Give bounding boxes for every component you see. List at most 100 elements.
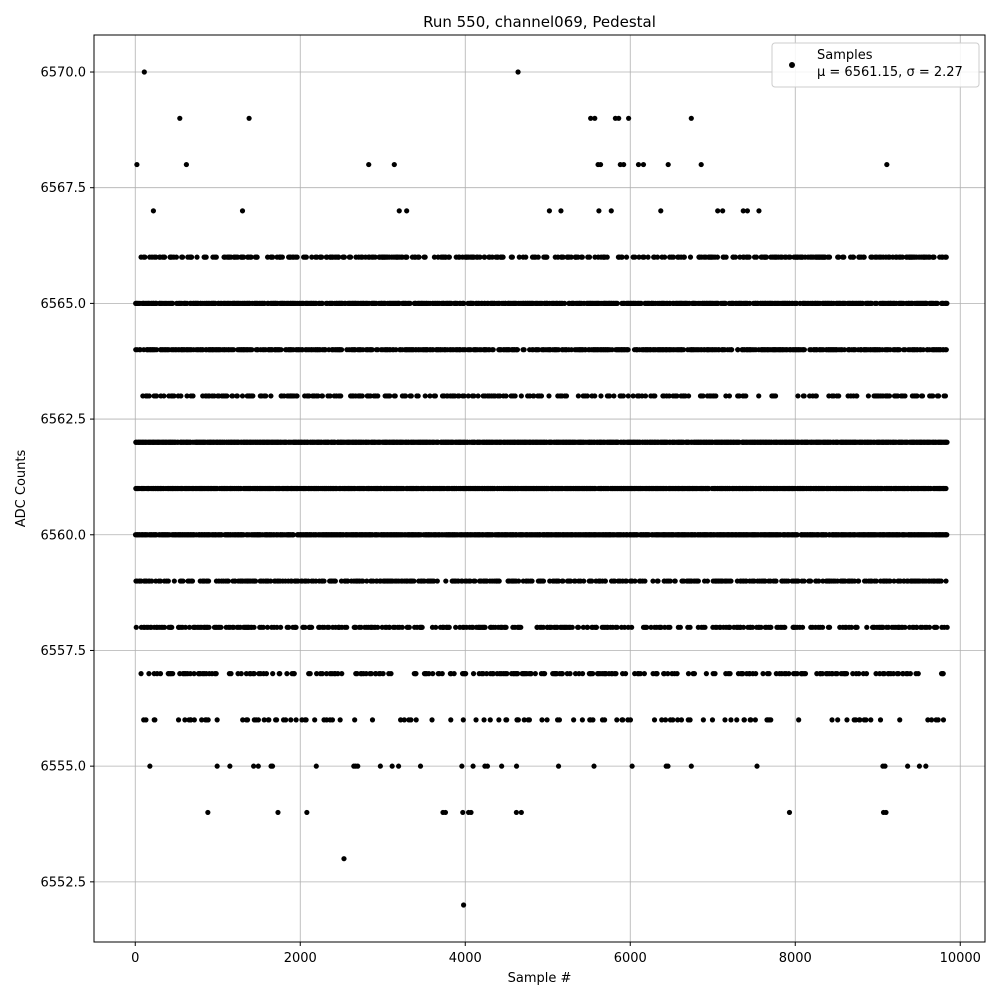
sample-point <box>326 624 332 630</box>
sample-point <box>539 717 545 723</box>
sample-point <box>652 393 658 399</box>
sample-point <box>642 578 648 584</box>
sample-point <box>795 393 801 399</box>
sample-point <box>465 393 471 399</box>
sample-point <box>171 578 177 584</box>
sample-point <box>274 624 280 630</box>
sample-point <box>702 624 708 630</box>
sample-point <box>354 671 360 677</box>
sample-point <box>224 393 230 399</box>
sample-point <box>535 254 541 260</box>
sample-point <box>503 393 509 399</box>
sample-point <box>490 347 496 353</box>
sample-point <box>279 254 285 260</box>
sample-point <box>180 578 186 584</box>
sample-point <box>581 578 587 584</box>
sample-point <box>826 254 833 260</box>
sample-point <box>665 763 671 769</box>
sample-point <box>714 254 721 260</box>
sample-point <box>413 717 419 723</box>
sample-point <box>813 393 819 399</box>
sample-point <box>319 254 325 260</box>
sample-point <box>404 254 410 260</box>
sample-point <box>319 671 325 677</box>
sample-point <box>427 393 433 399</box>
sample-point <box>203 254 209 260</box>
sample-point <box>625 347 631 353</box>
sample-point <box>341 254 348 260</box>
sample-point <box>327 393 333 399</box>
sample-point <box>584 393 590 399</box>
sample-point <box>567 671 573 677</box>
sample-point <box>504 717 510 723</box>
sample-point <box>460 717 466 723</box>
sample-point <box>864 624 870 630</box>
sample-point <box>497 393 503 399</box>
sample-point <box>619 254 625 260</box>
sample-point <box>389 763 395 769</box>
sample-point <box>146 393 152 399</box>
sample-point <box>147 763 153 769</box>
sample-point <box>662 717 669 723</box>
sample-point <box>819 624 826 630</box>
sample-point <box>712 671 718 677</box>
sample-point <box>768 624 774 630</box>
sample-point <box>194 254 200 260</box>
sample-point <box>687 624 693 630</box>
sample-point <box>854 393 860 399</box>
sample-point <box>544 254 550 260</box>
sample-point <box>555 763 562 769</box>
sample-point <box>538 393 545 399</box>
sample-point <box>399 624 405 630</box>
sample-point <box>293 717 299 723</box>
sample-point <box>723 254 729 260</box>
sample-point <box>278 347 284 353</box>
sample-point <box>695 578 701 584</box>
sample-point <box>339 671 345 677</box>
sample-point <box>592 393 598 399</box>
sample-point <box>521 347 527 353</box>
sample-point <box>728 578 734 584</box>
sample-point <box>611 393 617 399</box>
sample-point <box>255 717 261 723</box>
sample-point <box>741 717 747 723</box>
sample-point <box>746 254 752 260</box>
sample-point <box>395 763 402 769</box>
sample-point <box>336 254 342 260</box>
sample-point <box>411 578 417 584</box>
sample-point <box>319 393 326 399</box>
sample-point <box>865 393 871 399</box>
sample-point <box>667 578 673 584</box>
sample-point <box>868 717 874 723</box>
sample-point <box>283 717 289 723</box>
sample-point <box>850 254 857 260</box>
sample-point <box>321 578 327 584</box>
sample-point <box>250 393 256 399</box>
sample-point <box>655 578 661 584</box>
sample-point <box>375 393 381 399</box>
sample-point <box>623 254 630 260</box>
sample-point <box>248 254 254 260</box>
sample-point <box>620 393 626 399</box>
sample-point <box>489 254 495 260</box>
sample-point <box>477 254 483 260</box>
sample-point <box>268 393 274 399</box>
sample-point <box>499 763 505 769</box>
sample-point <box>801 393 807 399</box>
sample-point <box>225 578 231 584</box>
sample-point <box>728 717 734 723</box>
sample-point <box>171 393 177 399</box>
sample-point <box>515 671 521 677</box>
sample-point <box>826 624 833 630</box>
sample-point <box>726 393 733 399</box>
sample-point <box>681 254 687 260</box>
sample-point <box>314 671 320 677</box>
sample-point <box>260 624 266 630</box>
sample-point <box>579 717 585 723</box>
sample-point <box>753 671 759 677</box>
sample-point <box>291 671 297 677</box>
sample-point <box>429 717 435 723</box>
sample-point <box>270 671 276 677</box>
sample-point <box>604 254 610 260</box>
